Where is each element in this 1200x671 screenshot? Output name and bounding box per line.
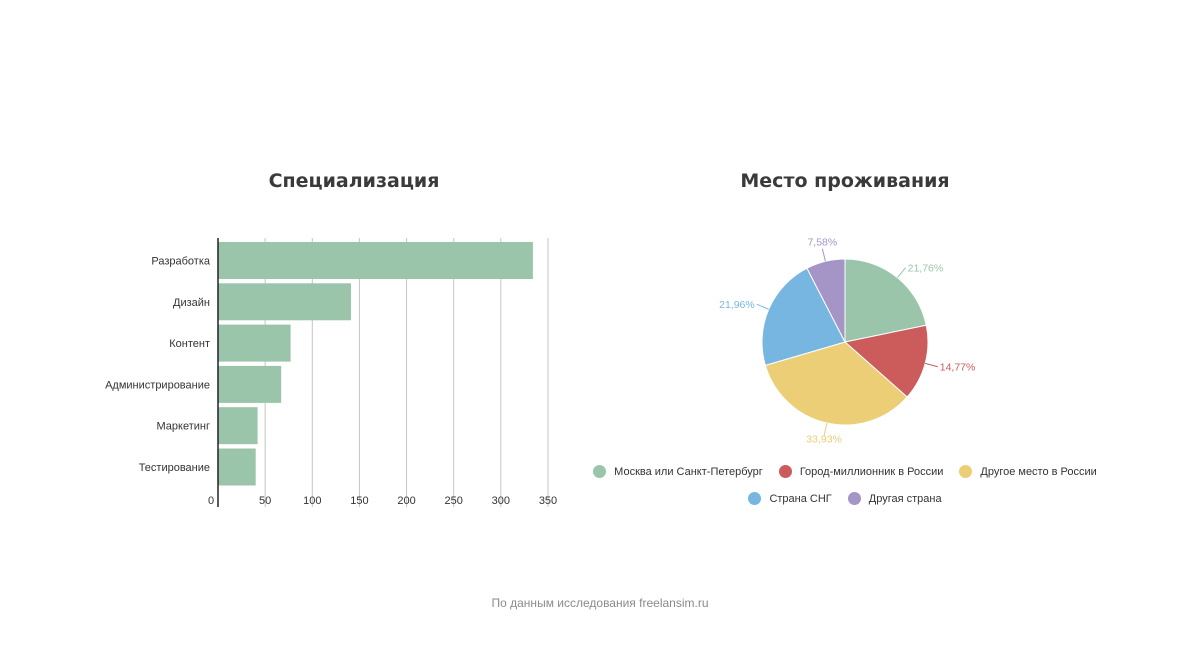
legend-item: Другое место в России: [959, 465, 1097, 478]
x-tick-label: 300: [492, 495, 510, 507]
legend-label: Страна СНГ: [769, 492, 832, 505]
pie-leader-line: [925, 362, 938, 368]
y-category-label: Тестирование: [139, 462, 210, 474]
legend-label: Город-миллионник в России: [799, 465, 944, 478]
pie-slice: [761, 267, 846, 366]
bar: [218, 242, 533, 279]
bar: [218, 365, 282, 403]
pie-data-label: 14,77%: [940, 362, 976, 374]
y-category-label: Маркетинг: [157, 421, 210, 433]
legend-item: Москва или Санкт-Петербург: [593, 465, 763, 478]
legend-item: Страна СНГ: [748, 492, 832, 505]
legend-item: Другая страна: [847, 492, 942, 505]
legend-label: Москва или Санкт-Петербург: [614, 465, 763, 478]
x-tick-label: 250: [445, 495, 463, 507]
pie-leader-line: [823, 422, 828, 436]
pie-leader-line: [756, 303, 769, 310]
y-category-label: Разработка: [151, 256, 211, 268]
x-tick-label: 150: [350, 495, 368, 507]
pie-data-label: 33,93%: [806, 434, 842, 446]
x-tick-label: 200: [397, 495, 415, 507]
y-category-label: Контент: [169, 338, 210, 350]
x-tick-label: 0: [208, 495, 214, 507]
legend-item: Город-миллионник в России: [778, 465, 944, 478]
pie-slice: [844, 258, 927, 343]
bar: [218, 407, 258, 445]
y-category-label: Дизайн: [173, 297, 210, 309]
x-tick-label: 100: [303, 495, 321, 507]
x-tick-label: 50: [259, 495, 271, 507]
legend-swatch: [959, 465, 973, 478]
bar: [218, 324, 291, 362]
pie-legend-row: Страна СНГ Другая страна: [560, 492, 1130, 505]
legend-swatch: [593, 465, 607, 478]
pie-slice: [806, 258, 846, 343]
pie-leader-line: [897, 267, 907, 278]
x-tick-label: 350: [539, 495, 557, 507]
legend-swatch: [748, 492, 762, 505]
pie-legend-row: Москва или Санкт-Петербург Город-миллионн…: [560, 465, 1130, 478]
bar-chart-title: Специализация: [268, 170, 440, 192]
bar: [218, 283, 351, 321]
pie-data-label: 7,58%: [807, 237, 837, 249]
pie-data-label: 21,96%: [719, 299, 755, 311]
legend-swatch: [778, 465, 792, 478]
pie-data-label: 21,76%: [908, 263, 944, 275]
bar: [218, 448, 256, 486]
legend-label: Другая страна: [868, 492, 942, 505]
pie-chart-title: Место проживания: [740, 170, 950, 192]
source-footnote: По данным исследования freelansim.ru: [491, 596, 709, 610]
y-category-label: Администрирование: [105, 379, 210, 391]
legend-swatch: [847, 492, 861, 505]
pie-leader-line: [821, 248, 826, 262]
legend-label: Другое место в России: [980, 465, 1097, 478]
pie-slice: [843, 324, 929, 398]
